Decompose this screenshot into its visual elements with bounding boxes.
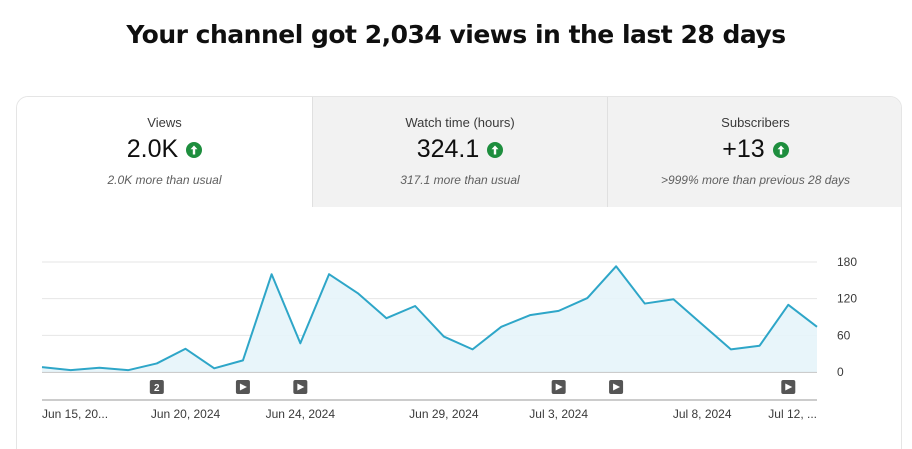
y-tick-label: 60 [837,328,851,342]
x-tick-label: Jul 8, 2024 [673,407,732,421]
data-point[interactable] [297,340,303,346]
data-point[interactable] [728,346,734,352]
y-tick-label: 0 [837,365,844,379]
tab-note: 2.0K more than usual [107,173,222,187]
data-point[interactable] [785,302,791,308]
tab-value-row: 2.0K [17,135,312,164]
data-point[interactable] [326,271,332,277]
data-point[interactable] [814,324,820,330]
arrow-up-circle-icon [772,141,789,158]
x-tick-label: Jun 24, 2024 [266,407,336,421]
play-icon [555,383,563,391]
play-icon [613,383,621,391]
tab-label: Subscribers [721,115,790,130]
tab-note: >999% more than previous 28 days [660,173,851,187]
data-point[interactable] [613,263,619,269]
x-tick-label: Jul 12, ... [768,407,817,421]
page-headline: Your channel got 2,034 views in the last… [126,20,786,49]
data-point[interactable] [556,308,562,314]
play-icon [297,383,305,391]
data-point[interactable] [757,343,763,349]
upload-count-label: 2 [154,383,160,394]
data-point[interactable] [183,346,189,352]
play-icon [239,383,247,391]
x-tick-label: Jun 20, 2024 [151,407,221,421]
x-tick-label: Jun 29, 2024 [409,407,479,421]
tab-subscribers[interactable]: Subscribers +13 >999% more than previous… [607,97,901,207]
data-point[interactable] [96,365,102,371]
views-chart: 180 120 60 0 2 Jun 15, 20... Jun 20, 2024 Jun 2… [17,207,901,449]
data-point[interactable] [269,271,275,277]
data-point[interactable] [642,301,648,307]
tab-note: 317.1 more than usual [400,173,520,187]
tab-views[interactable]: Views 2.0K 2.0K more than usual [17,97,312,207]
arrow-up-circle-icon [186,141,203,158]
data-point[interactable] [412,303,418,309]
data-point[interactable] [154,360,160,366]
views-chart-svg: 180 120 60 0 2 Jun 15, 20... Jun 20, 2024 Jun 2… [39,255,857,421]
data-point[interactable] [355,290,361,296]
data-point[interactable] [498,324,504,330]
upload-count-marker[interactable] [149,380,164,394]
data-point[interactable] [470,346,476,352]
tab-value-row: 324.1 [313,135,607,164]
data-point[interactable] [68,367,74,373]
tab-watch-time[interactable]: Watch time (hours) 324.1 317.1 more than… [312,97,607,207]
data-point[interactable] [383,315,389,321]
data-point[interactable] [211,365,217,371]
tab-value-row: +13 [608,135,901,164]
series-line [41,265,818,372]
play-icon [785,383,793,391]
arrow-up-circle-icon [487,141,504,158]
data-point[interactable] [39,364,45,370]
x-tick-label: Jun 15, 20... [42,407,108,421]
analytics-card: Views 2.0K 2.0K more than usual Watch ti… [16,96,902,449]
tab-value: +13 [722,135,765,163]
data-point[interactable] [527,312,533,318]
y-tick-label: 120 [837,292,857,306]
tab-label: Watch time (hours) [405,115,515,130]
x-tick-label: Jul 3, 2024 [529,407,588,421]
series-area [42,266,817,372]
data-point[interactable] [670,296,676,302]
tab-value: 324.1 [416,135,480,163]
data-point[interactable] [125,367,131,373]
tab-value: 2.0K [126,135,179,163]
data-point[interactable] [441,334,447,340]
data-point[interactable] [584,295,590,301]
data-point[interactable] [699,321,705,327]
metric-tabs: Views 2.0K 2.0K more than usual Watch ti… [17,97,901,207]
tab-label: Views [147,115,182,130]
y-tick-label: 180 [837,255,857,269]
data-point[interactable] [240,357,246,363]
